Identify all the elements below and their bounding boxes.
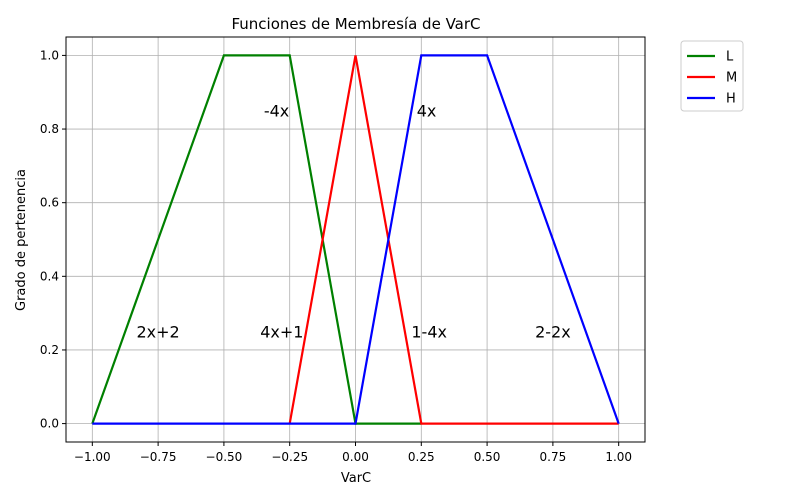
- legend: LMH: [680, 40, 744, 112]
- y-tick-label: 0.2: [40, 343, 59, 357]
- x-tick-label: 0.00: [342, 450, 369, 464]
- legend-label-m: M: [726, 71, 737, 86]
- series-line-l: [91, 54, 422, 425]
- x-tick-label: 0.25: [408, 450, 435, 464]
- x-tick-label: 0.75: [540, 450, 567, 464]
- y-tick-label: 0.8: [40, 122, 59, 136]
- annotation-label: 2x+2: [136, 323, 179, 342]
- x-tick-label: −0.25: [271, 450, 308, 464]
- plot-area: [91, 54, 620, 425]
- y-tick-label: 0.0: [40, 417, 59, 431]
- y-tick-label: 0.4: [40, 269, 59, 283]
- annotation-label: -4x: [264, 102, 289, 121]
- chart-title: Funciones de Membresía de VarC: [231, 15, 480, 33]
- x-tick-label: 1.00: [605, 450, 632, 464]
- y-tick-label: 1.0: [40, 48, 59, 62]
- x-tick-label: 0.50: [474, 450, 501, 464]
- legend-label-h: H: [726, 92, 736, 107]
- annotations: 2x+2 4x+1 -4x 4x 1-4x 2-2x: [136, 102, 570, 342]
- legend-label-l: L: [726, 50, 734, 65]
- y-tick-label: 0.6: [40, 196, 59, 210]
- x-tick-label: −0.75: [140, 450, 177, 464]
- axis-ticks: −1.00 −0.75 −0.50 −0.25 0.00 0.25 0.50 0.75 1.00…: [40, 48, 632, 464]
- series-line-h: [92, 54, 620, 425]
- annotation-label: 4x+1: [260, 323, 303, 342]
- annotation-label: 2-2x: [535, 323, 571, 342]
- x-axis-label: VarC: [341, 471, 371, 486]
- y-axis-label: Grado de pertenencia: [14, 169, 29, 311]
- grid: [66, 37, 645, 442]
- x-tick-label: −0.50: [206, 450, 243, 464]
- annotation-label: 4x: [417, 102, 437, 121]
- annotation-label: 1-4x: [411, 323, 447, 342]
- x-tick-label: −1.00: [74, 450, 111, 464]
